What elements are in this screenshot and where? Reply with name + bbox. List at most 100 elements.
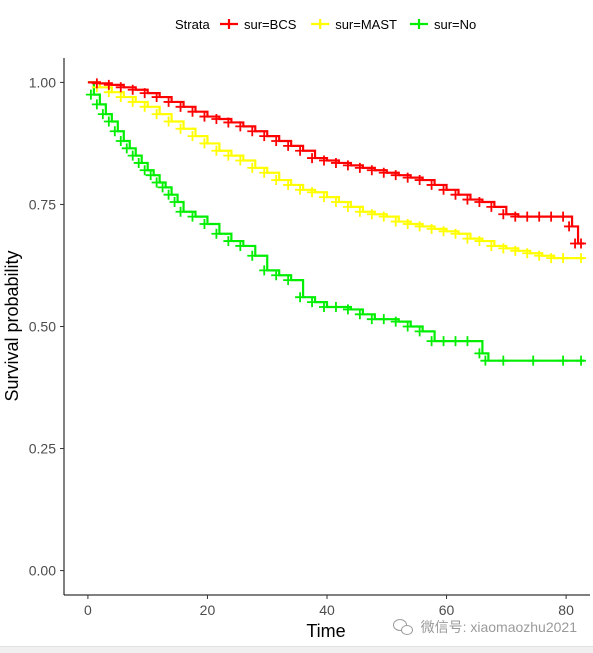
censor-mark <box>378 314 389 325</box>
censor-mark <box>462 194 473 205</box>
censor-mark <box>271 175 282 186</box>
bottom-scrollbar <box>0 646 593 653</box>
censor-mark <box>426 179 437 190</box>
censor-mark <box>366 209 377 220</box>
legend-key <box>410 19 428 29</box>
censor-mark <box>235 155 246 166</box>
y-tick-label: 0.00 <box>29 563 56 579</box>
censor-mark <box>450 228 461 239</box>
series-mast <box>87 81 587 264</box>
censor-mark <box>414 326 425 337</box>
censor-mark <box>235 240 246 251</box>
censor-mark <box>438 226 449 237</box>
x-axis-title: Time <box>306 621 345 641</box>
legend-key <box>220 19 238 29</box>
legend-key <box>311 19 330 29</box>
censor-mark <box>330 157 341 168</box>
x-tick-label: 60 <box>439 602 455 618</box>
censor-mark <box>283 179 294 190</box>
censor-mark <box>354 206 365 217</box>
censor-mark <box>211 228 222 239</box>
censor-mark <box>283 140 294 151</box>
censor-mark <box>139 88 150 99</box>
censor-mark <box>235 121 246 132</box>
y-tick-label: 0.50 <box>29 319 56 335</box>
censor-mark <box>462 336 473 347</box>
censor-mark <box>175 123 186 134</box>
censor-mark <box>103 116 114 127</box>
censor-mark <box>528 355 539 366</box>
censor-mark <box>199 138 210 149</box>
censor-mark <box>522 248 533 259</box>
censor-mark <box>414 221 425 232</box>
censor-mark <box>438 336 449 347</box>
censor-mark <box>480 355 491 366</box>
censor-mark <box>330 301 341 312</box>
censor-mark <box>534 250 545 261</box>
censor-mark <box>462 233 473 244</box>
censor-mark <box>295 292 306 303</box>
censor-mark <box>558 355 569 366</box>
censor-mark <box>414 175 425 186</box>
censor-mark <box>187 131 198 142</box>
censor-mark <box>474 236 485 247</box>
censor-mark <box>91 78 102 89</box>
censor-mark <box>576 355 587 366</box>
censor-mark <box>319 192 329 203</box>
censor-mark <box>133 157 144 168</box>
censor-mark <box>223 117 234 128</box>
x-tick-label: 0 <box>84 602 92 618</box>
censor-mark <box>211 145 222 156</box>
censor-mark <box>109 126 120 137</box>
censor-mark <box>534 211 545 222</box>
legend-item: sur=BCS <box>220 17 297 32</box>
censor-mark <box>402 172 413 183</box>
censor-mark <box>145 170 156 181</box>
censor-mark <box>295 184 306 195</box>
legend-title: Strata <box>175 17 210 32</box>
censor-mark <box>187 106 198 117</box>
censor-mark <box>187 211 198 222</box>
censor-mark <box>564 221 575 232</box>
censor-mark <box>498 355 509 366</box>
censor-mark <box>295 145 306 156</box>
censor-mark <box>247 250 258 261</box>
censor-mark <box>259 265 270 276</box>
censor-mark <box>139 165 150 176</box>
censor-mark <box>307 187 318 198</box>
censor-mark <box>450 189 461 200</box>
censor-mark <box>163 189 174 200</box>
censor-mark <box>319 301 329 312</box>
censor-mark <box>91 99 102 110</box>
censor-mark <box>474 348 485 359</box>
censor-mark <box>223 150 234 161</box>
censor-mark <box>390 170 401 181</box>
censor-mark <box>271 135 282 146</box>
y-axis-title: Survival probability <box>2 250 22 401</box>
censor-mark <box>354 309 365 320</box>
censor-mark <box>426 336 437 347</box>
x-tick-label: 20 <box>200 602 216 618</box>
x-tick-label: 40 <box>319 602 335 618</box>
censor-mark <box>486 240 497 251</box>
censor-mark <box>151 92 162 103</box>
censor-mark <box>498 209 509 220</box>
legend-item: sur=No <box>410 17 476 32</box>
legend-label: sur=BCS <box>244 17 297 32</box>
censor-mark <box>127 150 138 161</box>
censor-mark <box>307 297 318 308</box>
survival-line <box>87 81 585 260</box>
censor-mark <box>157 182 168 193</box>
censor-mark <box>271 270 282 281</box>
censor-mark <box>546 211 557 222</box>
censor-mark <box>103 79 114 90</box>
censor-mark <box>211 114 222 125</box>
censor-mark <box>115 92 126 103</box>
censor-mark <box>486 201 497 212</box>
censor-mark <box>175 101 186 112</box>
survival-line <box>87 81 585 362</box>
censor-mark <box>390 316 401 327</box>
censor-mark <box>151 109 162 120</box>
censor-mark <box>319 155 329 166</box>
